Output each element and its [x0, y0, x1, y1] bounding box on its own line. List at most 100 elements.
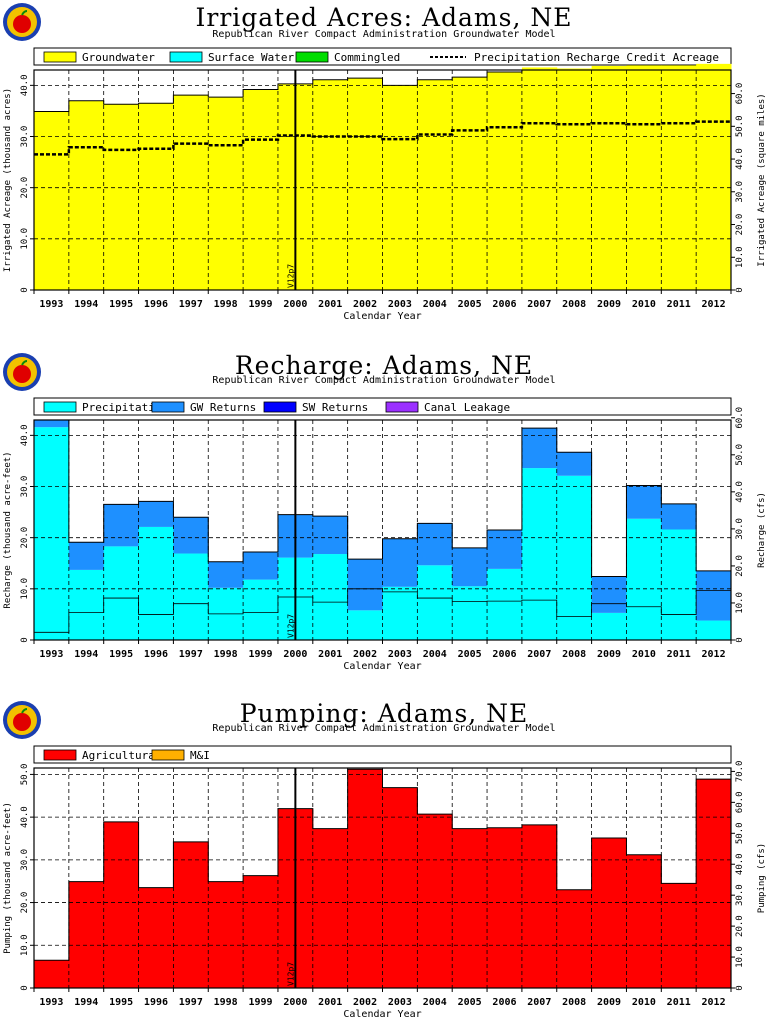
x-tick-label: 2005 [458, 649, 482, 660]
y-tick-label: 40.0 [20, 425, 30, 447]
x-tick-label: 1996 [144, 299, 168, 310]
bar [417, 814, 453, 988]
bar [696, 63, 732, 290]
y-right-tick-label: 50.0 [735, 822, 745, 844]
x-axis-label: Calendar Year [343, 311, 421, 322]
bar [556, 475, 593, 640]
x-tick-label: 1993 [39, 997, 63, 1008]
x-tick-label: 2008 [562, 299, 586, 310]
y-right-axis-label: Recharge (cfs) [757, 492, 767, 568]
legend-label: Groundwater [82, 51, 155, 64]
bar [382, 538, 418, 587]
irrigated-acres-panel: Irrigated Acres: Adams, NE Republican Ri… [0, 0, 768, 340]
x-tick-label: 2000 [283, 997, 307, 1008]
y-axis-label: Pumping (thousand acre-feet) [3, 802, 13, 954]
bar [626, 65, 662, 290]
legend-swatch [43, 749, 77, 761]
x-tick-label: 2001 [318, 997, 342, 1008]
x-tick-label: 1995 [109, 997, 133, 1008]
bar [661, 529, 697, 640]
bar [34, 111, 70, 290]
x-tick-label: 2012 [702, 299, 726, 310]
x-tick-label: 2007 [527, 649, 551, 660]
y-right-tick-label: 0 [735, 985, 745, 990]
y-right-tick-label: 50.0 [735, 115, 745, 137]
bar [417, 79, 453, 290]
version-marker-label: V12p7 [286, 264, 295, 288]
y-right-tick-label: 60.0 [735, 407, 745, 429]
bar [521, 824, 558, 988]
legend-box [33, 397, 732, 416]
bar [661, 503, 697, 530]
legend-swatch [151, 749, 185, 761]
y-right-tick-label: 30.0 [735, 518, 745, 540]
x-tick-label: 2007 [527, 299, 551, 310]
x-tick-label: 1999 [248, 997, 272, 1008]
chart-subtitle: Republican River Compact Administration … [212, 723, 556, 734]
bar [208, 881, 244, 988]
x-tick-label: 1996 [144, 649, 168, 660]
bar [452, 828, 488, 988]
bar [243, 89, 279, 290]
x-tick-label: 1995 [109, 299, 133, 310]
bar [347, 78, 383, 290]
y-tick-label: 30.0 [20, 849, 30, 871]
legend-label: Precipitation [82, 401, 168, 414]
bar [103, 546, 140, 640]
x-tick-label: 2005 [458, 299, 482, 310]
y-right-axis-label: Irrigated Acreage (square miles) [757, 93, 767, 266]
bar [487, 72, 523, 290]
bar [312, 79, 349, 290]
bar [208, 561, 244, 588]
bar [312, 554, 349, 640]
x-tick-label: 1999 [248, 299, 272, 310]
x-tick-label: 2003 [388, 649, 412, 660]
version-marker-label: V12p7 [286, 962, 295, 986]
bar [452, 586, 488, 640]
legend-swatch [43, 401, 77, 413]
chart-subtitle: Republican River Compact Administration … [212, 375, 556, 386]
y-tick-label: 20.0 [20, 527, 30, 549]
x-tick-label: 2001 [318, 299, 342, 310]
x-tick-label: 2010 [632, 299, 656, 310]
y-right-axis-label: Pumping (cfs) [757, 843, 767, 913]
bar [243, 552, 279, 580]
bar [103, 104, 140, 290]
x-tick-label: 1999 [248, 649, 272, 660]
y-tick-label: 10.0 [20, 228, 30, 250]
y-tick-label: 20.0 [20, 177, 30, 199]
x-tick-label: 1996 [144, 997, 168, 1008]
x-tick-label: 2004 [423, 299, 447, 310]
bar [347, 559, 383, 611]
y-tick-label: 0 [20, 985, 30, 990]
x-tick-label: 2002 [353, 997, 377, 1008]
y-right-tick-label: 40.0 [735, 481, 745, 503]
x-tick-label: 1995 [109, 649, 133, 660]
y-right-tick-label: 20.0 [735, 214, 745, 236]
x-tick-label: 2011 [667, 299, 691, 310]
bar [34, 427, 70, 640]
x-tick-label: 1993 [39, 299, 63, 310]
bar [417, 565, 453, 640]
y-right-tick-label: 50.0 [735, 444, 745, 466]
y-right-tick-label: 60.0 [735, 83, 745, 105]
y-right-tick-label: 40.0 [735, 853, 745, 875]
x-tick-label: 1994 [74, 997, 98, 1008]
bar [452, 77, 488, 290]
y-right-tick-label: 10.0 [735, 246, 745, 268]
y-right-tick-label: 30.0 [735, 181, 745, 203]
x-tick-label: 2001 [318, 649, 342, 660]
x-tick-label: 2009 [597, 299, 621, 310]
y-right-tick-label: 60.0 [735, 792, 745, 814]
bar [173, 95, 209, 290]
bar [138, 526, 174, 640]
version-marker-label: V12p7 [286, 614, 295, 638]
bar [34, 419, 70, 428]
legend-swatch [43, 51, 77, 63]
x-tick-label: 1997 [179, 299, 203, 310]
y-right-tick-label: 0 [735, 637, 745, 642]
bar [487, 530, 523, 569]
bar [68, 542, 105, 570]
x-tick-label: 2005 [458, 997, 482, 1008]
x-tick-label: 2009 [597, 997, 621, 1008]
